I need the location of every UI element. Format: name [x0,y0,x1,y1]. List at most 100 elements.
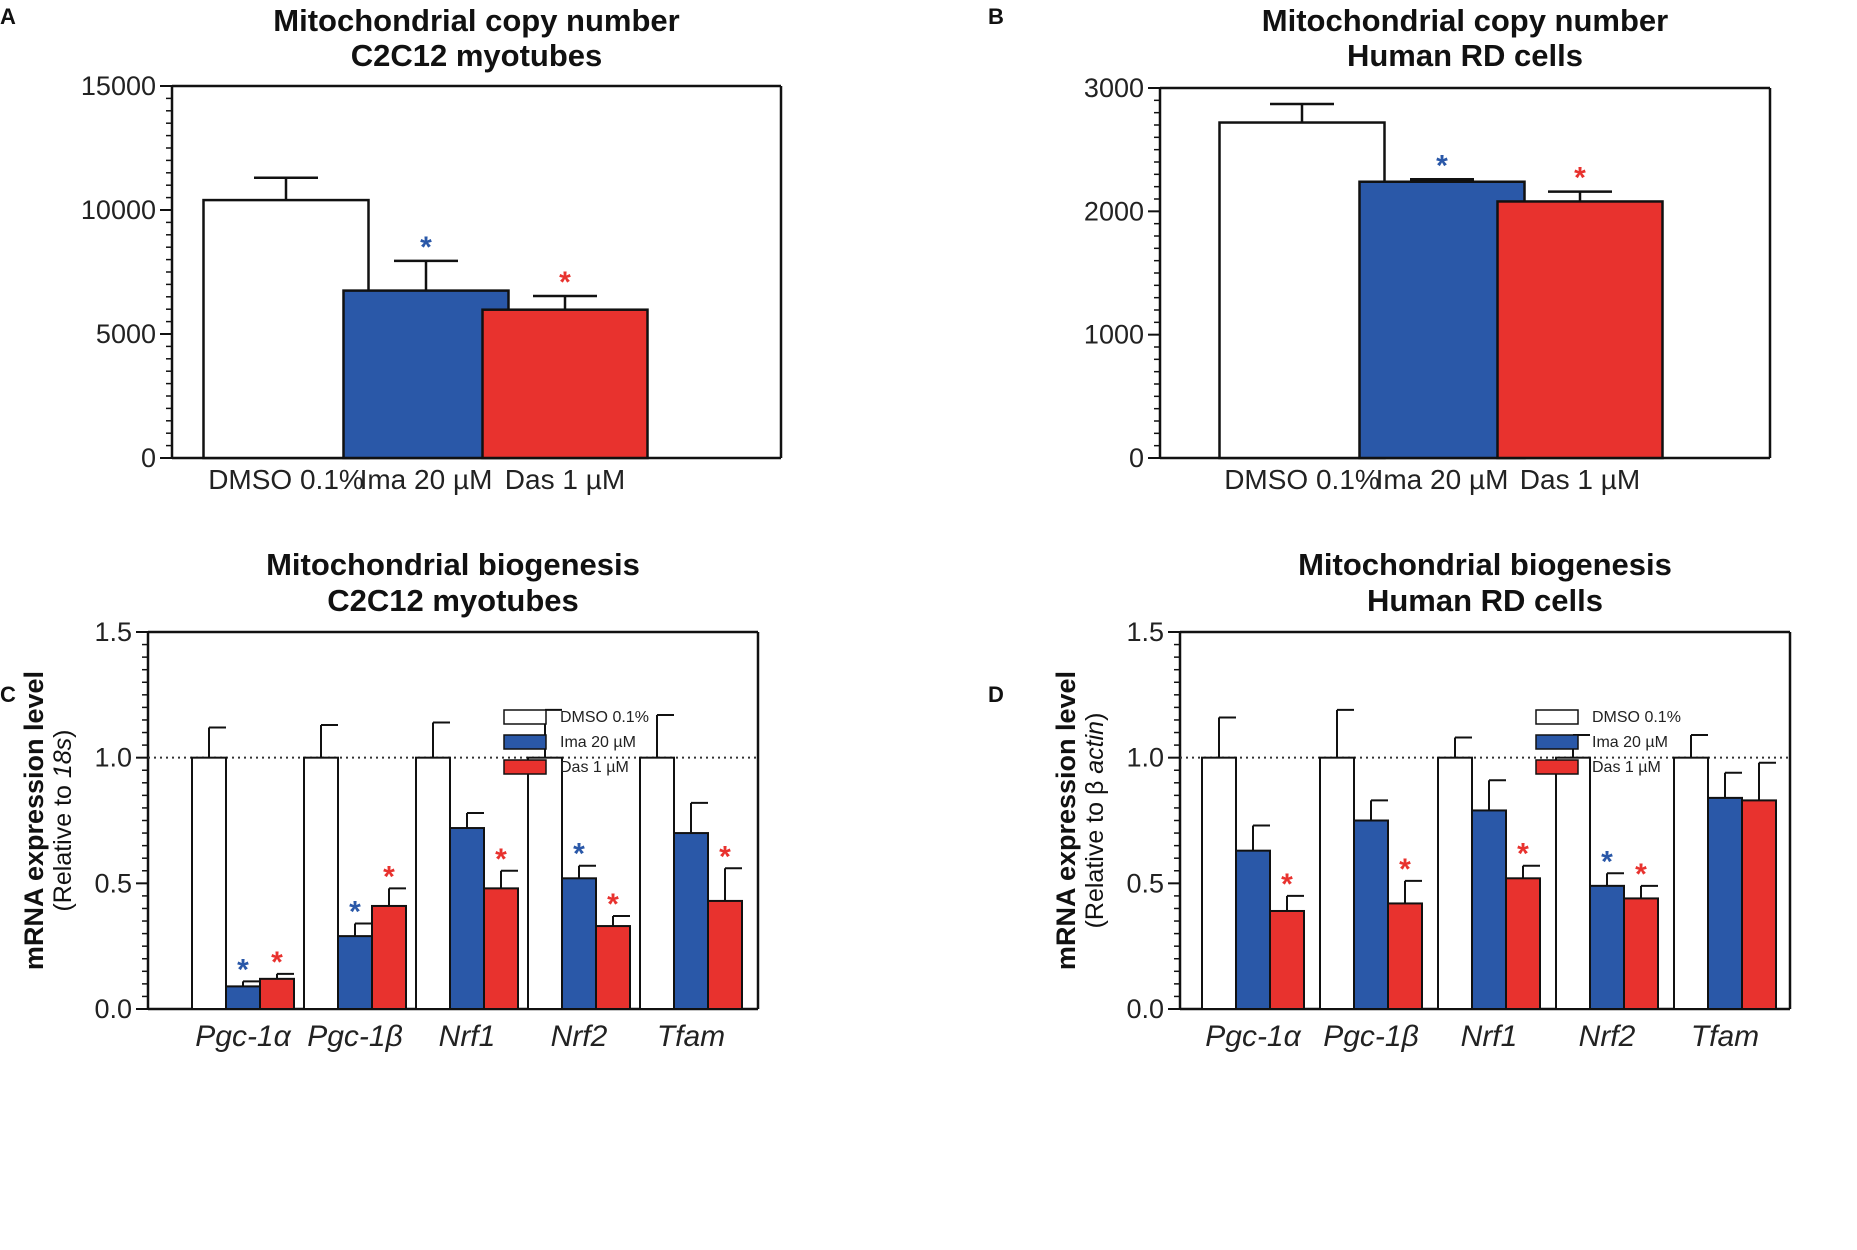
panel-label-a: A [0,4,16,29]
x-category-label: Pgc-1β [307,1020,403,1053]
legend-label: DMSO 0.1% [560,709,649,726]
bar-das-1-m-0 [1269,909,1305,1010]
x-category-label: Ima 20 µM [360,464,493,495]
bar-das-1-m-3 [1623,897,1659,1010]
significance-star: * [1436,149,1448,182]
bar-ima-20-m-3 [561,877,597,1010]
legend-swatch [503,759,547,775]
chart-title-line: Human RD cells [1347,38,1583,73]
x-category-label: Tfam [1691,1020,1759,1053]
significance-star: * [420,231,432,264]
y-axis-sublabel-start: (Relative to β [1081,774,1109,929]
bar-dmso-0-1--1 [1319,756,1355,1011]
y-tick-label: 1.5 [1126,617,1164,647]
legend-swatch [1535,709,1579,725]
chart-title-line: Human RD cells [1367,583,1603,618]
legend-swatch [503,709,547,725]
chart-title-line: Mitochondrial copy number [273,3,679,38]
y-axis-sublabel: (Relative to β actin) [1081,713,1109,929]
significance-star: * [1574,162,1586,195]
significance-star: * [237,953,249,986]
y-axis-sublabel-italic: 18s [49,738,77,778]
y-tick-label: 1.0 [94,743,132,773]
y-axis-sublabel-italic: actin [1081,721,1109,774]
bar-das-1-m-4 [1741,799,1777,1010]
y-tick-label: 0.5 [94,868,132,898]
significance-star: * [1517,838,1529,871]
y-tick-label: 0.5 [1126,868,1164,898]
panel-label-b: B [988,4,1004,29]
bar-dmso-0-1--3 [1555,756,1591,1011]
y-tick-label: 1.0 [1126,743,1164,773]
bar-ima-20-m-2 [1471,809,1507,1010]
bar-ima-20-m-0 [1235,849,1271,1010]
bar-ima-20-m-2 [449,827,485,1010]
x-category-label: Nrf2 [1579,1020,1636,1053]
y-axis-sublabel-start: (Relative to [49,778,77,911]
x-category-label: Nrf1 [1461,1020,1518,1053]
significance-star: * [271,946,283,979]
bar-ima-20-m-3 [1589,884,1625,1011]
legend: DMSO 0.1% Ima 20 µM Das 1 µM [503,709,649,776]
chart-title-line: Mitochondrial copy number [1262,3,1668,38]
bar-das-1-m-1 [371,904,407,1010]
bar-dmso-0-1--4 [1673,756,1709,1011]
y-tick-label: 0 [1129,443,1144,473]
bar-das-1-m-2 [1505,877,1541,1010]
y-axis-sublabel-end: ) [49,729,77,737]
bar-dmso-0-1--4 [639,756,675,1011]
significance-star: * [495,843,507,876]
bar-ima-20-m-0 [225,985,261,1011]
significance-star: * [349,896,361,929]
bar-2 [1496,200,1664,460]
y-tick-label: 0 [141,443,156,473]
bar-dmso-0-1--2 [415,756,451,1011]
significance-star: * [1281,868,1293,901]
y-tick-label: 3000 [1084,73,1144,103]
bar-ima-20-m-4 [673,832,709,1010]
chart-title-line: C2C12 myotubes [351,38,603,73]
legend-label: DMSO 0.1% [1592,709,1681,726]
significance-star: * [1601,845,1613,878]
significance-star: * [607,888,619,921]
x-category-label: Das 1 µM [1520,464,1640,495]
x-category-label: Nrf2 [551,1020,608,1053]
bar-das-1-m-0 [259,977,295,1011]
significance-star: * [573,838,585,871]
legend-swatch [1535,759,1579,775]
panel-label-c: C [0,682,16,707]
chart-title-line: Mitochondrial biogenesis [1298,547,1672,582]
y-tick-label: 0.0 [1126,994,1164,1024]
chart-title-line: Mitochondrial biogenesis [266,547,640,582]
x-category-label: Tfam [657,1020,725,1053]
x-category-label: Pgc-1α [195,1020,291,1053]
bar-das-1-m-1 [1387,902,1423,1010]
bar-ima-20-m-4 [1707,796,1743,1010]
y-axis-sublabel: (Relative to 18s) [49,729,77,911]
y-tick-label: 15000 [81,71,156,101]
y-axis-label: mRNA expression level [1051,671,1081,970]
legend-label: Das 1 µM [1592,759,1661,776]
bar-dmso-0-1--1 [303,756,339,1011]
significance-star: * [719,840,731,873]
bar-ima-20-m-1 [337,935,373,1011]
bar-0 [1218,121,1386,460]
bar-das-1-m-2 [483,887,519,1010]
significance-star: * [1399,853,1411,886]
x-category-label: Das 1 µM [505,464,625,495]
bar-dmso-0-1--2 [1437,756,1473,1011]
legend: DMSO 0.1% Ima 20 µM Das 1 µM [1535,709,1681,776]
bar-dmso-0-1--3 [527,756,563,1011]
bar-ima-20-m-1 [1353,819,1389,1010]
legend-label: Ima 20 µM [560,734,636,751]
significance-star: * [1635,858,1647,891]
x-category-label: Pgc-1β [1323,1020,1419,1053]
bar-das-1-m-4 [707,899,743,1011]
x-category-label: Nrf1 [439,1020,496,1053]
